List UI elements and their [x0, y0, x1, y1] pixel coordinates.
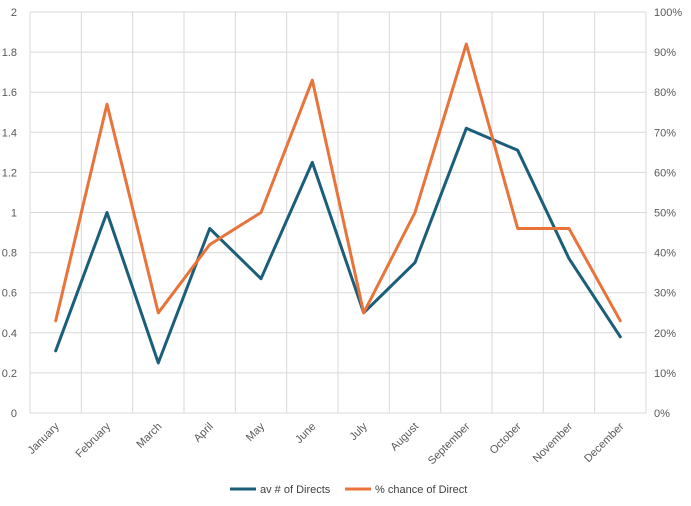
x-tick-label: May: [244, 420, 268, 444]
grid-lines: [29, 11, 647, 414]
right-tick-label: 60%: [654, 167, 676, 179]
data-point: [516, 227, 519, 230]
legend-label: % chance of Direct: [375, 484, 467, 496]
data-point: [567, 227, 571, 230]
data-point: [619, 319, 622, 322]
x-axis: January February March April May June July Augu…: [26, 420, 627, 467]
right-tick-label: 0%: [654, 408, 670, 420]
x-tick-label: October: [488, 420, 524, 456]
data-point: [465, 127, 468, 130]
data-point: [54, 349, 57, 353]
left-tick-label: 1.2: [2, 167, 17, 179]
legend-label: av # of Directs: [260, 484, 331, 496]
left-axis: 0 0.2 0.4 0.6 0.8 1 1.2 1.4 1.6 1.8 2: [2, 7, 17, 420]
x-tick-label: September: [426, 420, 473, 467]
data-point: [516, 149, 519, 152]
left-tick-label: 1: [11, 208, 17, 220]
left-tick-label: 1.8: [2, 47, 17, 59]
x-tick-label: June: [293, 421, 318, 446]
legend: av # of Directs % chance of Direct: [230, 484, 467, 496]
x-tick-label: November: [531, 420, 576, 465]
right-tick-label: 40%: [654, 248, 676, 260]
x-tick-label: December: [582, 420, 627, 465]
data-point: [259, 277, 263, 280]
left-tick-label: 0.8: [2, 248, 17, 260]
x-tick-label: April: [192, 421, 216, 445]
right-tick-label: 50%: [654, 208, 676, 220]
data-point: [311, 78, 314, 82]
series-group: [54, 42, 622, 365]
right-tick-label: 100%: [654, 7, 682, 19]
data-point: [311, 161, 314, 164]
series-line-pct-chance: [54, 42, 622, 323]
x-tick-label: March: [134, 421, 164, 451]
data-point: [208, 243, 211, 246]
x-tick-label: January: [26, 420, 63, 457]
data-point: [413, 261, 417, 264]
x-tick-label: July: [347, 420, 370, 443]
left-tick-label: 1.6: [2, 87, 17, 99]
data-point: [465, 42, 468, 46]
data-point: [157, 361, 160, 365]
series-line-av-directs: [54, 126, 622, 365]
right-tick-label: 70%: [654, 127, 676, 139]
data-point: [567, 257, 571, 260]
left-tick-label: 1.4: [2, 127, 17, 139]
right-axis: 0% 10% 20% 30% 40% 50% 60% 70% 80% 90% 100%: [654, 7, 682, 420]
right-tick-label: 20%: [654, 328, 676, 340]
data-point: [362, 311, 365, 314]
right-tick-label: 30%: [654, 288, 676, 300]
data-point: [619, 335, 622, 339]
data-point: [413, 211, 417, 214]
left-tick-label: 0: [11, 408, 17, 420]
right-tick-label: 10%: [654, 368, 676, 380]
data-point: [259, 211, 263, 214]
x-tick-label: August: [388, 421, 421, 454]
data-point: [54, 319, 57, 322]
data-point: [105, 103, 109, 106]
data-point: [208, 227, 211, 230]
data-point: [105, 211, 109, 214]
left-tick-label: 2: [11, 7, 17, 19]
right-tick-label: 90%: [654, 47, 676, 59]
x-tick-label: February: [74, 420, 114, 460]
left-tick-label: 0.2: [2, 368, 17, 380]
data-point: [157, 311, 160, 314]
left-tick-label: 0.6: [2, 288, 17, 300]
right-tick-label: 80%: [654, 87, 676, 99]
left-tick-label: 0.4: [2, 328, 17, 340]
